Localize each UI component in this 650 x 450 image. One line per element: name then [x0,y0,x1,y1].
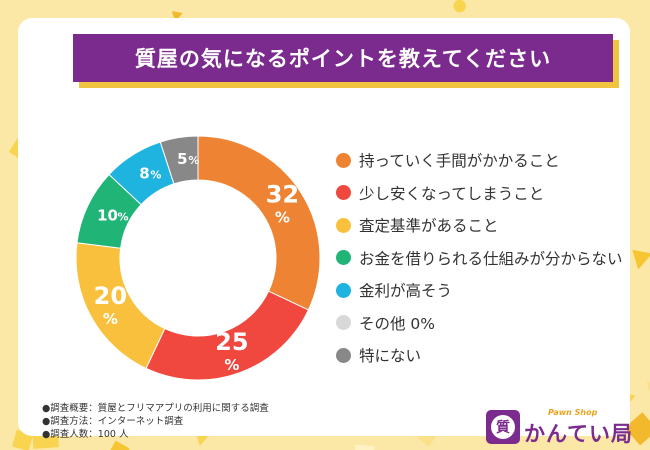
legend-item: 持っていく手間がかかること [336,144,623,177]
legend-item: 少し安くなってしまうこと [336,177,623,210]
slice-value-label: 20 [94,282,127,310]
legend-swatch [336,185,351,201]
slice-unit-label: % [275,208,290,226]
slice-value-label: 32 [266,180,299,208]
logo-mark-text: 質 [491,415,515,439]
slice-unit-label: % [150,169,161,182]
slice-value-label: 25 [215,328,248,356]
slice-value-label: 10 [97,206,118,224]
legend-swatch [336,347,351,363]
title-banner: 質屋の気になるポイントを教えてください [73,34,613,82]
legend-swatch [336,315,351,331]
card-panel: 質屋の気になるポイントを教えてください 32% 25% 20% 10% 8% 5% 持って… [18,18,632,446]
logo-subtitle: Pawn Shop [548,408,598,417]
survey-note-method: ●調査方法：インターネット調査 [42,416,184,427]
slice-value-label: 5 [177,150,187,168]
legend-swatch [336,217,351,233]
legend-item: 査定基準があること [336,209,623,242]
kanteikyoku-logo: 質 Pawn Shop かんてい局 [486,408,636,448]
legend-label: 少し安くなってしまうこと [359,184,545,203]
survey-notes: ●調査概要：質屋とフリマアプリの利用に関する調査 ●調査方法：インターネット調査… [42,402,269,441]
legend-label: お金を借りられる仕組みが分からない [359,249,623,268]
pawn-mark-icon: 質 [486,410,520,444]
chart-legend: 持っていく手間がかかること 少し安くなってしまうこと 査定基準があることお金を借りら… [336,144,623,372]
legend-swatch [336,282,351,298]
legend-swatch [336,250,351,266]
legend-swatch [336,152,351,168]
legend-label: 査定基準があること [359,217,499,236]
legend-item: 特にない [336,339,623,372]
confetti-shape [632,249,650,270]
donut-slice [159,135,199,185]
legend-item: 金利が高そう [336,274,623,307]
slice-unit-label: % [188,154,199,167]
confetti-shape [624,412,650,446]
slice-unit-label: % [118,210,129,223]
legend-item: その他 0% [336,307,623,340]
slice-unit-label: % [103,310,118,328]
survey-note-count: ●調査人数：100 人 [42,429,129,440]
confetti-shape [353,444,375,450]
legend-label: 特にない [359,347,422,366]
donut-chart: 32%25%20%10 %8 %5% [75,135,321,381]
confetti-shape [453,0,466,13]
confetti-shape [107,440,130,450]
legend-label: 持っていく手間がかかること [359,152,560,171]
survey-note-summary: ●調査概要：質屋とフリマアプリの利用に関する調査 [42,403,269,414]
slice-value-label: 8 [139,165,149,183]
legend-item: お金を借りられる仕組みが分からない [336,242,623,275]
chart-title: 質屋の気になるポイントを教えてください [134,47,552,71]
slice-unit-label: % [224,356,239,374]
legend-label: 金利が高そう [359,282,453,301]
logo-name: かんてい局 [524,422,633,446]
donut-slice [197,135,321,311]
confetti-shape [646,381,650,394]
legend-label: その他 0% [359,314,436,333]
